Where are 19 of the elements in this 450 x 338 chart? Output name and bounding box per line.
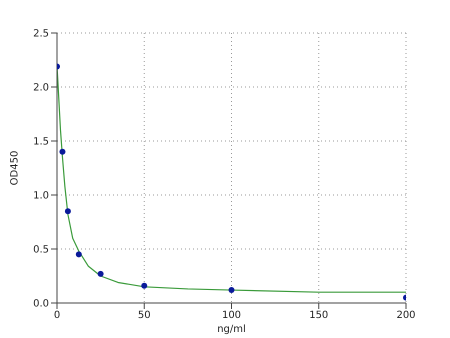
x-tick-label: 100 [222, 310, 242, 322]
point [59, 148, 66, 155]
y-tick-label: 0.5 [33, 244, 49, 256]
y-tick-label: 2.0 [33, 82, 49, 94]
x-tick-label: 0 [54, 310, 60, 322]
y-tick-label: 1.5 [33, 136, 49, 148]
y-tick-label: 2.5 [33, 28, 49, 40]
y-tick-label: 1.0 [33, 190, 49, 202]
x-tick-label: 50 [138, 310, 151, 322]
y-axis-title: OD450 [10, 150, 21, 186]
point [228, 287, 234, 294]
y-tick-label: 0.0 [33, 298, 49, 310]
x-axis-title: ng/ml [217, 324, 246, 335]
x-tick-label: 150 [309, 310, 328, 322]
point [76, 251, 82, 258]
point [141, 282, 148, 289]
point [98, 270, 104, 277]
point [64, 208, 71, 214]
x-tick-label: 200 [396, 310, 416, 322]
